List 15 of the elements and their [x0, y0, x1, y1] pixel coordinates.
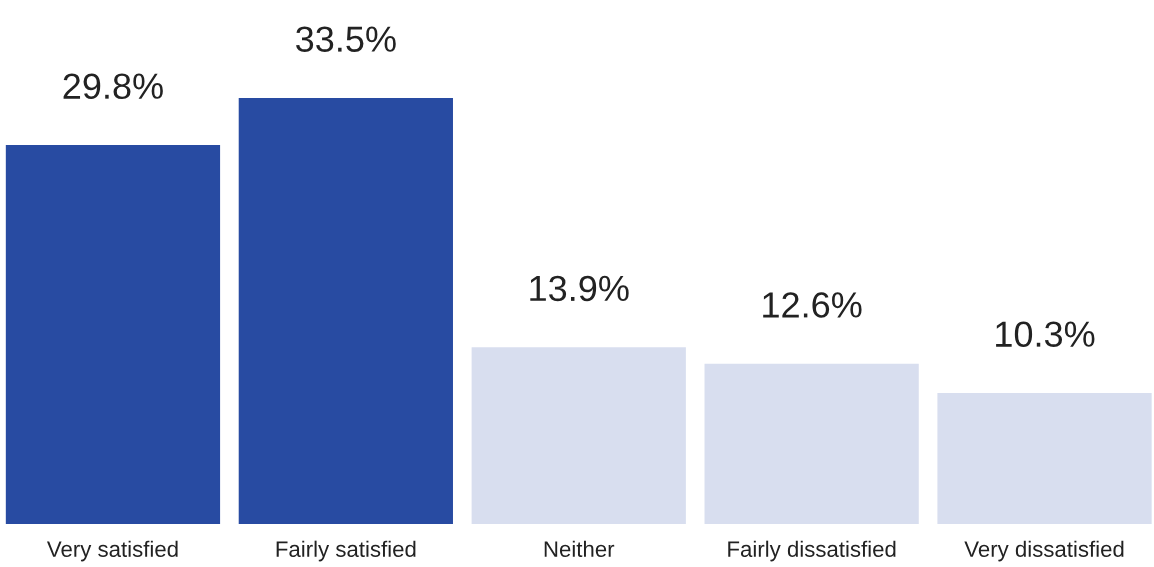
bar: [937, 393, 1152, 524]
x-tick-label: Neither: [544, 540, 615, 557]
x-tick-label: Very dissatisfied: [964, 540, 1124, 562]
data-label: 29.8%: [63, 73, 163, 100]
data-label: 13.9%: [530, 275, 629, 302]
bar: [5, 145, 221, 524]
x-tick-label: Fairly dissatisfied: [728, 540, 896, 562]
bar: [471, 347, 686, 524]
x-tick-label: Very satisfied: [46, 540, 178, 562]
bar: [238, 97, 453, 524]
bar: [704, 363, 919, 524]
data-label: 12.6%: [763, 292, 862, 318]
x-tick-label: Fairly satisfied: [276, 540, 416, 562]
data-label: 33.5%: [296, 26, 396, 52]
data-label: 10.3%: [996, 321, 1095, 347]
